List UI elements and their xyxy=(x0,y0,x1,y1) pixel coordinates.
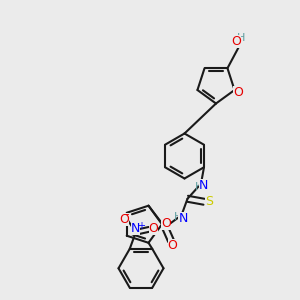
Text: S: S xyxy=(205,195,213,208)
Text: O: O xyxy=(161,217,171,230)
Text: O: O xyxy=(233,86,243,99)
Text: O: O xyxy=(231,35,241,48)
Text: H: H xyxy=(174,212,182,222)
Text: O: O xyxy=(148,222,158,235)
Text: H: H xyxy=(237,33,245,43)
Text: N: N xyxy=(178,212,188,225)
Text: +: + xyxy=(136,221,145,231)
Text: -: - xyxy=(125,208,129,221)
Text: O: O xyxy=(167,239,177,252)
Text: N: N xyxy=(199,179,208,192)
Text: O: O xyxy=(119,213,129,226)
Text: H: H xyxy=(194,182,203,192)
Text: N: N xyxy=(131,222,140,235)
